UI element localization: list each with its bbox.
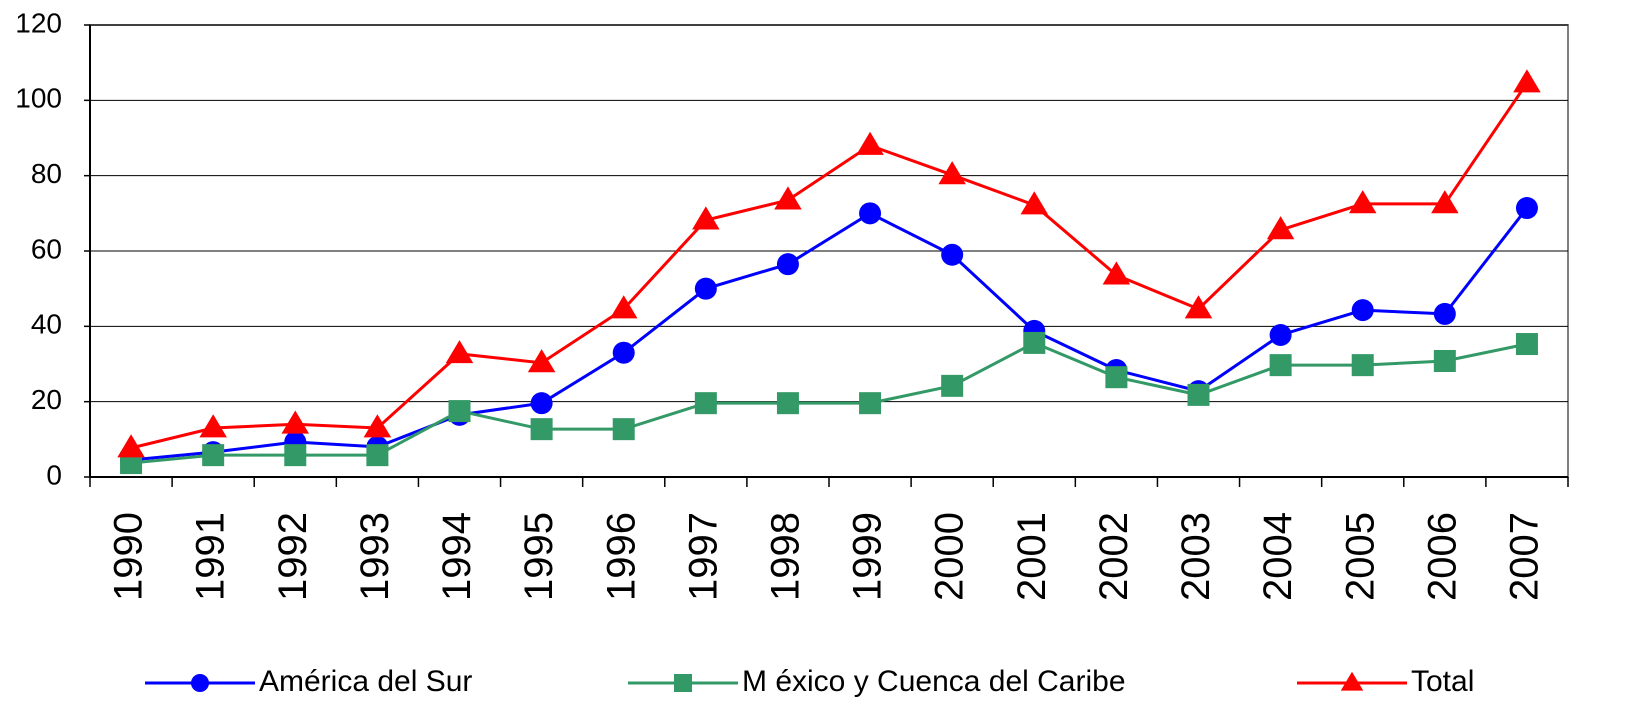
x-tick-label: 2001 xyxy=(1010,512,1054,601)
y-tick-label: 60 xyxy=(31,233,62,264)
x-tick-label: 2002 xyxy=(1092,512,1136,601)
x-tick-label: 1995 xyxy=(517,512,561,601)
legend-marker xyxy=(1340,671,1364,691)
point xyxy=(284,444,307,467)
x-tick-label: 2007 xyxy=(1503,512,1547,601)
point xyxy=(1105,366,1128,389)
point xyxy=(1102,261,1131,285)
point xyxy=(1020,191,1049,215)
point xyxy=(694,392,717,415)
x-tick-label: 1997 xyxy=(681,512,725,601)
point xyxy=(938,161,966,185)
point xyxy=(1023,331,1046,354)
point xyxy=(199,414,227,438)
point xyxy=(1433,349,1456,372)
x-tick-label: 2003 xyxy=(1174,512,1218,601)
series-line xyxy=(130,341,1528,465)
point xyxy=(1187,383,1210,406)
series-line xyxy=(130,82,1529,450)
point xyxy=(1266,216,1295,240)
point xyxy=(609,295,638,319)
y-tick-label: 100 xyxy=(15,83,62,114)
y-tick-label: 0 xyxy=(46,459,62,490)
legend-label: M éxico y Cuenca del Caribe xyxy=(742,665,1126,698)
point xyxy=(941,374,964,397)
point xyxy=(1348,190,1377,214)
x-tick-label: 1998 xyxy=(764,512,808,601)
point xyxy=(1431,190,1459,214)
point xyxy=(202,444,225,467)
point xyxy=(530,392,553,415)
legend-label: Total xyxy=(1411,665,1474,698)
x-tick-label: 1999 xyxy=(846,512,890,601)
point xyxy=(1184,295,1213,319)
y-tick-label: 20 xyxy=(31,384,62,415)
y-tick-label: 40 xyxy=(31,309,62,340)
point xyxy=(776,253,799,276)
point xyxy=(366,444,389,467)
legend-label: América del Sur xyxy=(259,665,472,698)
x-tick-label: 2004 xyxy=(1256,512,1300,601)
point xyxy=(1269,323,1292,346)
point xyxy=(445,340,474,364)
legend-marker xyxy=(191,674,209,692)
point xyxy=(363,414,392,438)
point xyxy=(694,277,717,300)
x-tick-label: 2000 xyxy=(928,512,972,601)
point xyxy=(120,452,143,475)
point xyxy=(612,341,635,364)
point xyxy=(1515,197,1538,220)
point xyxy=(1351,354,1374,377)
y-tick-label: 120 xyxy=(15,7,62,38)
y-tick-label: 80 xyxy=(31,158,62,189)
x-tick-label: 1991 xyxy=(189,512,233,601)
point xyxy=(776,392,799,415)
point xyxy=(859,202,882,225)
point xyxy=(859,392,882,415)
point xyxy=(1513,69,1541,93)
x-tick-label: 2006 xyxy=(1420,512,1464,601)
point xyxy=(774,186,802,210)
x-tick-label: 1996 xyxy=(599,512,643,601)
point xyxy=(692,206,720,230)
x-tick-label: 1990 xyxy=(107,512,151,601)
x-tick-label: 1994 xyxy=(435,512,479,601)
point xyxy=(1269,354,1292,377)
legend-marker xyxy=(674,674,692,692)
point xyxy=(117,434,145,458)
x-tick-label: 2005 xyxy=(1338,512,1382,601)
point xyxy=(1351,299,1374,322)
x-tick-label: 1992 xyxy=(271,512,315,601)
point xyxy=(281,410,310,434)
point xyxy=(530,418,553,441)
point xyxy=(612,418,635,441)
series-line xyxy=(130,207,1529,462)
point xyxy=(1515,333,1538,356)
point xyxy=(527,349,556,373)
point xyxy=(1433,302,1456,325)
point xyxy=(941,243,964,266)
x-tick-label: 1993 xyxy=(353,512,397,601)
point xyxy=(448,400,471,423)
point xyxy=(856,131,884,155)
